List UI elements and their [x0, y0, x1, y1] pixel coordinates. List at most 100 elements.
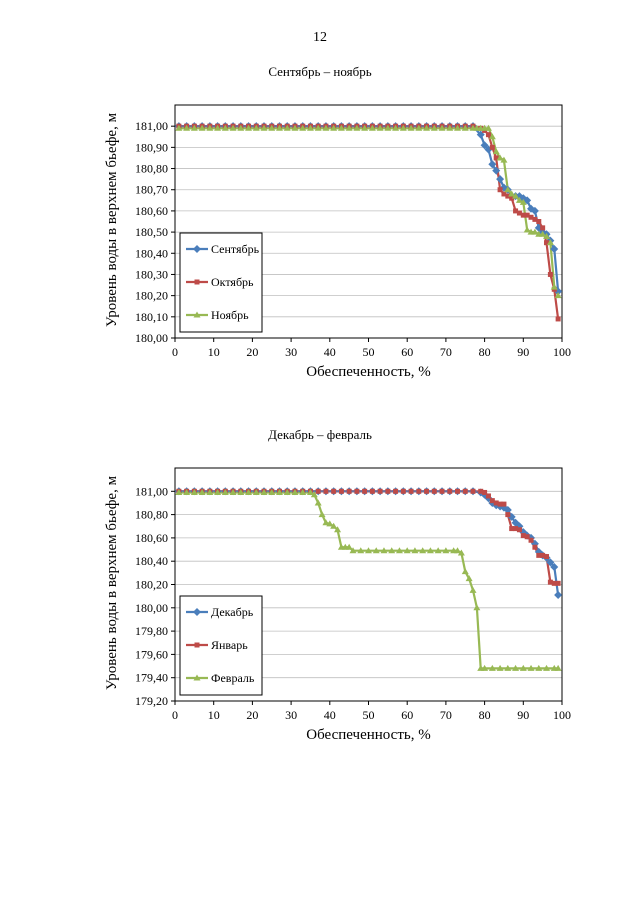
data-point	[315, 488, 321, 494]
data-point	[399, 124, 407, 131]
data-point	[372, 547, 380, 554]
y-tick-label: 180,80	[135, 508, 168, 522]
data-point	[505, 512, 511, 518]
data-point	[505, 193, 511, 199]
data-point	[345, 124, 353, 131]
data-point	[554, 664, 562, 671]
data-point	[392, 124, 400, 131]
data-point	[509, 526, 515, 532]
legend-marker	[194, 642, 200, 648]
data-point	[496, 175, 505, 184]
data-point	[368, 124, 376, 131]
data-point	[496, 154, 504, 161]
data-point	[478, 488, 484, 494]
data-point	[555, 580, 561, 586]
data-point	[539, 230, 547, 237]
data-point	[260, 124, 268, 131]
data-point	[446, 124, 454, 131]
data-point	[499, 183, 508, 192]
data-point	[334, 526, 342, 533]
data-point	[283, 124, 291, 131]
data-point	[551, 580, 557, 586]
x-tick-label: 50	[363, 708, 375, 722]
data-point	[365, 547, 372, 554]
data-point	[349, 547, 357, 554]
y-tick-label: 180,60	[135, 204, 168, 218]
data-point	[252, 124, 260, 131]
x-tick-label: 60	[401, 345, 413, 359]
series-markers-2	[176, 488, 561, 586]
x-tick-label: 0	[172, 708, 178, 722]
data-point	[306, 488, 314, 495]
x-tick-label: 20	[246, 345, 258, 359]
data-point	[470, 488, 476, 494]
data-point	[492, 148, 500, 155]
data-point	[323, 488, 329, 494]
data-point	[509, 195, 515, 201]
data-point	[393, 488, 399, 494]
data-point	[515, 196, 523, 203]
data-point	[275, 124, 283, 131]
data-point	[229, 124, 237, 131]
legend-label: Декабрь	[211, 605, 254, 619]
data-point	[554, 590, 563, 599]
data-point	[485, 132, 491, 138]
data-point	[550, 283, 558, 290]
data-point	[245, 488, 253, 495]
data-point	[318, 511, 326, 518]
data-point	[455, 488, 461, 494]
data-point	[501, 501, 507, 507]
y-tick-label: 179,20	[135, 694, 168, 708]
x-tick-label: 60	[401, 708, 413, 722]
data-point	[326, 520, 334, 527]
data-point	[338, 488, 344, 494]
data-point	[175, 488, 183, 495]
data-point	[484, 145, 493, 154]
data-point	[431, 488, 437, 494]
data-point	[513, 208, 519, 214]
data-point	[516, 527, 522, 533]
data-point	[314, 124, 322, 131]
data-point	[527, 664, 535, 671]
data-point	[411, 547, 419, 554]
data-point	[493, 155, 499, 161]
data-point	[331, 488, 337, 494]
data-point	[237, 488, 245, 495]
data-point	[183, 488, 191, 495]
data-point	[424, 488, 430, 494]
data-point	[547, 271, 553, 277]
x-tick-label: 90	[517, 708, 529, 722]
data-point	[439, 488, 445, 494]
data-point	[369, 488, 375, 494]
data-point	[214, 124, 222, 131]
data-point	[438, 124, 446, 131]
y-tick-label: 180,20	[135, 289, 168, 303]
y-tick-label: 180,00	[135, 331, 168, 345]
data-point	[454, 547, 462, 554]
x-axis-label: Обеспеченность, %	[306, 727, 430, 743]
data-point	[407, 124, 415, 131]
legend-label: Ноябрь	[211, 308, 249, 322]
data-point	[299, 488, 307, 495]
data-point	[480, 141, 489, 150]
data-point	[488, 664, 496, 671]
data-point	[362, 488, 368, 494]
data-point	[221, 488, 229, 495]
chart-2-title: Декабрь – февраль	[268, 427, 372, 442]
data-point	[299, 124, 307, 131]
data-point	[531, 228, 539, 235]
data-point	[524, 212, 530, 218]
data-point	[423, 124, 431, 131]
data-point	[190, 124, 198, 131]
legend-marker	[193, 608, 201, 616]
y-tick-label: 180,00	[135, 601, 168, 615]
data-point	[447, 488, 453, 494]
data-point	[415, 124, 423, 131]
data-point	[462, 488, 468, 494]
data-point	[353, 124, 361, 131]
data-point	[361, 124, 369, 131]
data-point	[291, 124, 299, 131]
x-tick-label: 50	[363, 345, 375, 359]
data-point	[488, 160, 497, 169]
data-point	[376, 124, 384, 131]
